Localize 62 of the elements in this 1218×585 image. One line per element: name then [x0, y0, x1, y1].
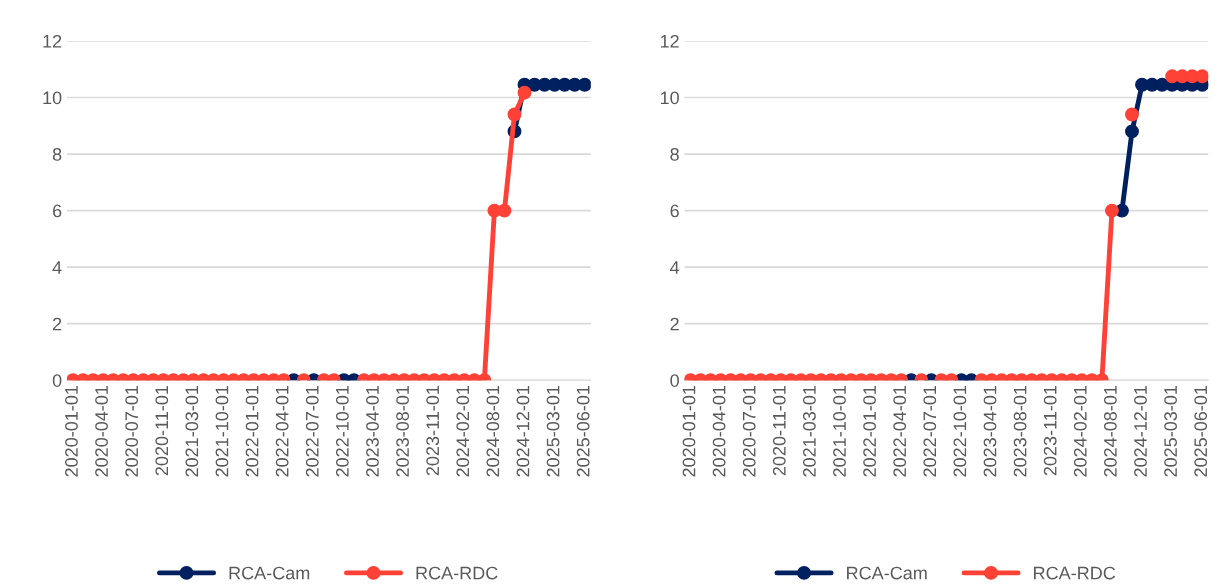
point	[1195, 69, 1209, 84]
x-tick-label: 2024-02-01	[1073, 385, 1087, 477]
x-tick-label: 2021-10-01	[215, 385, 229, 477]
x-tick-label: 2020-11-01	[772, 385, 786, 476]
point	[507, 107, 522, 122]
x-tick-label: 2021-03-01	[803, 385, 816, 477]
y-tick-label: 12	[660, 34, 679, 48]
y-tick-label: 10	[43, 91, 62, 105]
y-tick-label: 0	[670, 374, 679, 387]
x-tick-label: 2022-10-01	[953, 385, 967, 477]
legend-label: RCA-RDC	[416, 566, 498, 580]
x-tick-label: 2025-03-01	[1164, 385, 1177, 477]
y-tick-label: 2	[670, 317, 679, 331]
x-tick-label: 2024-02-01	[456, 385, 470, 477]
x-tick-label: 2022-07-01	[923, 385, 937, 477]
x-tick-label: 2025-06-01	[1194, 385, 1208, 477]
x-tick-label: 2022-01-01	[245, 385, 259, 477]
x-tick-label: 2022-10-01	[335, 385, 349, 477]
x-tick-label: 2020-01-01	[65, 385, 78, 477]
point	[497, 203, 512, 218]
x-tick-label: 2023-08-01	[1013, 385, 1027, 477]
y-tick-label: 0	[52, 374, 62, 387]
y-tick-label: 2	[53, 317, 62, 331]
point	[1104, 203, 1119, 218]
x-tick-label: 2021-03-01	[185, 385, 199, 477]
x-tick-label: 2025-03-01	[546, 385, 560, 477]
x-tick-label: 2023-08-01	[396, 385, 409, 477]
point	[1125, 107, 1139, 122]
point	[577, 77, 591, 92]
x-tick-label: 2024-12-01	[516, 385, 530, 477]
x-tick-label: 2024-12-01	[1134, 385, 1147, 477]
x-tick-label: 2023-11-01	[1043, 385, 1057, 476]
x-tick-label: 2020-07-01	[742, 385, 756, 477]
x-tick-label: 2023-04-01	[366, 385, 379, 477]
y-tick-label: 12	[43, 34, 62, 48]
point	[1125, 124, 1139, 139]
x-tick-label: 2022-01-01	[863, 385, 876, 477]
x-tick-label: 2020-01-01	[682, 385, 696, 477]
x-tick-label: 2020-07-01	[125, 385, 139, 477]
x-tick-label: 2020-11-01	[155, 385, 169, 476]
y-tick-label: 4	[670, 261, 680, 274]
y-tick-label: 4	[52, 261, 62, 274]
y-tick-label: 6	[670, 204, 679, 218]
x-tick-label: 2023-04-01	[983, 385, 997, 477]
x-tick-label: 2020-04-01	[712, 385, 726, 477]
y-tick-label: 8	[670, 147, 679, 161]
y-tick-label: 8	[52, 147, 62, 161]
x-tick-label: 2021-10-01	[833, 385, 846, 477]
x-tick-label: 2024-08-01	[1104, 385, 1117, 477]
point	[517, 85, 532, 100]
y-tick-label: 10	[660, 91, 679, 105]
legend-label: RCA-Cam	[229, 566, 310, 580]
x-tick-label: 2023-11-01	[426, 385, 440, 476]
x-tick-label: 2022-04-01	[275, 385, 289, 477]
legend-label: RCA-RDC	[1034, 566, 1116, 580]
x-tick-label: 2020-04-01	[95, 385, 108, 477]
x-tick-label: 2024-08-01	[486, 385, 500, 477]
x-tick-label: 2025-06-01	[576, 385, 590, 477]
y-tick-label: 6	[53, 204, 62, 218]
legend-label: RCA-Cam	[847, 566, 927, 580]
x-tick-label: 2022-04-01	[893, 385, 907, 477]
x-tick-label: 2022-07-01	[305, 385, 319, 477]
